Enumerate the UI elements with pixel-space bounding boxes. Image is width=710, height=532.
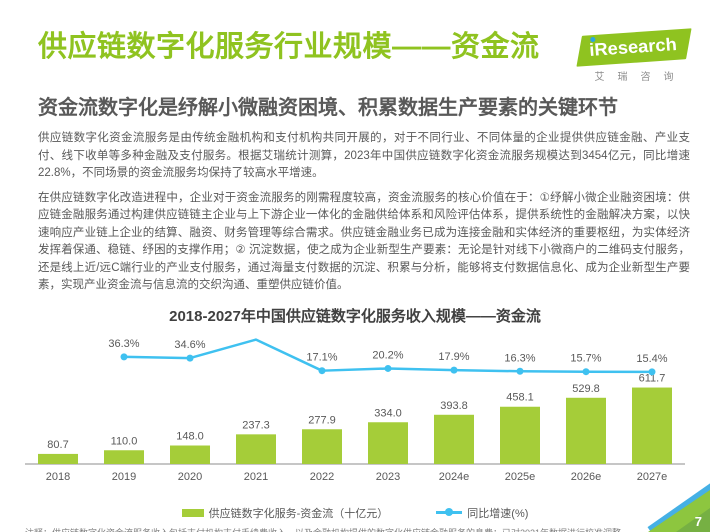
combo-chart: 80.7 2018 110.0 2019 148.0 2020 237.3 2021 277.9… <box>25 337 685 483</box>
growth-label-2022: 17.1% <box>306 351 337 363</box>
x-tick-label-2022: 2022 <box>310 471 334 483</box>
legend-item-bar: 供应链数字化服务-资金流（十亿元） <box>181 505 389 521</box>
chart-legend: 供应链数字化服务-资金流（十亿元） 同比增速(%) <box>0 505 710 521</box>
line-point-2020 <box>186 354 194 362</box>
bar-2024e <box>434 414 474 464</box>
line-swatch-icon <box>436 508 463 516</box>
growth-label-2024e: 17.9% <box>438 351 469 363</box>
footnotes: 注释：供应链数字化资金流服务收入包括支付机构支付手续费收入，以及金融机构提供的数… <box>0 521 710 532</box>
bar-2025e <box>500 406 540 464</box>
line-point-2024e <box>450 366 458 374</box>
bar-value-label-2021: 237.3 <box>242 419 270 431</box>
bar-value-label-2023: 334.0 <box>374 407 402 419</box>
bar-value-label-2019: 110.0 <box>111 435 138 447</box>
bar-2027e <box>632 387 672 464</box>
legend-bar-label: 供应链数字化服务-资金流（十亿元） <box>208 507 389 520</box>
bar-2023 <box>368 421 408 464</box>
x-tick-label-2023: 2023 <box>376 471 400 483</box>
paragraph-1: 供应链数字化资金流服务是由传统金融机构和支付机构共同开展的，对于不同行业、不同体… <box>38 132 690 179</box>
growth-label-2027e: 15.4% <box>636 352 667 364</box>
page-number: 7 <box>694 514 702 529</box>
corner-decoration: 7 <box>646 482 710 532</box>
line-point-2025e <box>516 367 524 375</box>
paragraph-2: 在供应链数字化改造进程中，企业对于资金流服务的刚需程度较高，资金流服务的核心价值… <box>38 191 690 292</box>
growth-label-2026e: 15.7% <box>570 352 601 364</box>
chart-title: 2018-2027年中国供应链数字化服务收入规模——资金流 <box>169 307 541 325</box>
bar-value-label-2018: 80.7 <box>47 438 68 450</box>
bar-2022 <box>302 428 342 464</box>
bar-value-label-2020: 148.0 <box>176 430 204 442</box>
bar-2020 <box>170 445 210 464</box>
x-tick-label-2018: 2018 <box>46 471 70 483</box>
chart-area: 80.7 2018 110.0 2019 148.0 2020 237.3 2021 277.9… <box>25 328 685 505</box>
line-point-2019 <box>120 352 128 360</box>
growth-label-2025e: 16.3% <box>504 352 535 364</box>
iresearch-logo: iResearch 艾瑞咨询 <box>576 28 692 83</box>
x-tick-label-2021: 2021 <box>244 471 268 483</box>
logo-banner: iResearch <box>576 28 692 67</box>
bar-2026e <box>566 397 606 464</box>
bar-2019 <box>104 449 144 464</box>
line-point-2027e <box>648 367 656 375</box>
bar-value-label-2024e: 393.8 <box>440 399 468 411</box>
logo-text: iResearch <box>588 34 678 60</box>
legend-item-line: 同比增速(%) <box>436 505 528 521</box>
bar-value-label-2027e: 611.7 <box>639 372 666 384</box>
bar-value-label-2026e: 529.8 <box>572 382 600 394</box>
logo-subtext: 艾瑞咨询 <box>594 72 687 83</box>
x-tick-label-2019: 2019 <box>112 471 136 483</box>
page-title: 供应链数字化服务行业规模——资金流 <box>38 31 540 63</box>
x-tick-label-2027e: 2027e <box>637 471 668 483</box>
growth-label-2019: 36.3% <box>108 337 139 349</box>
header: 供应链数字化服务行业规模——资金流 iResearch 艾瑞咨询 <box>0 0 710 83</box>
growth-label-2020: 34.6% <box>174 339 205 351</box>
section-subtitle: 资金流数字化是纾解小微融资困境、积累数据生产要素的关键环节 <box>38 97 618 119</box>
x-tick-label-2025e: 2025e <box>505 471 536 483</box>
line-point-2022 <box>318 366 326 374</box>
x-tick-label-2026e: 2026e <box>571 471 602 483</box>
corner-dark-green-triangle <box>676 508 710 532</box>
legend-line-label: 同比增速(%) <box>467 507 529 520</box>
x-tick-label-2020: 2020 <box>178 471 202 483</box>
bar-value-label-2025e: 458.1 <box>506 391 534 403</box>
x-tick-label-2024e: 2024e <box>439 471 470 483</box>
note-line-1: 注释：供应链数字化资金流服务收入包括支付机构支付手续费收入，以及金融机构提供的数… <box>25 527 685 532</box>
line-point-2026e <box>582 367 590 375</box>
bar-2018 <box>38 453 78 464</box>
bar-2021 <box>236 433 276 464</box>
bar-value-label-2022: 277.9 <box>308 414 336 426</box>
bar-swatch-icon <box>181 508 204 517</box>
line-point-2023 <box>384 364 392 372</box>
growth-label-2023: 20.2% <box>372 349 403 361</box>
